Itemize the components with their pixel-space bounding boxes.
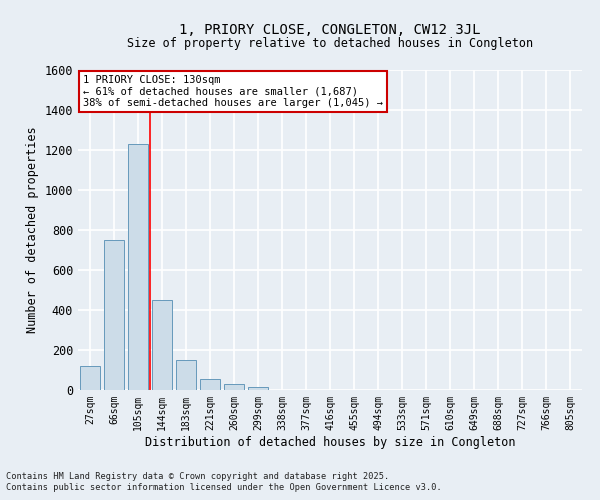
- Text: Contains public sector information licensed under the Open Government Licence v3: Contains public sector information licen…: [6, 484, 442, 492]
- Text: Size of property relative to detached houses in Congleton: Size of property relative to detached ho…: [127, 38, 533, 51]
- X-axis label: Distribution of detached houses by size in Congleton: Distribution of detached houses by size …: [145, 436, 515, 448]
- Bar: [152, 300, 172, 390]
- Y-axis label: Number of detached properties: Number of detached properties: [26, 126, 39, 334]
- Text: 1, PRIORY CLOSE, CONGLETON, CW12 3JL: 1, PRIORY CLOSE, CONGLETON, CW12 3JL: [179, 22, 481, 36]
- Bar: [80, 366, 100, 390]
- Bar: [248, 387, 268, 390]
- Text: 1 PRIORY CLOSE: 130sqm
← 61% of detached houses are smaller (1,687)
38% of semi-: 1 PRIORY CLOSE: 130sqm ← 61% of detached…: [83, 75, 383, 108]
- Bar: [128, 144, 148, 390]
- Bar: [200, 379, 220, 390]
- Bar: [104, 240, 124, 390]
- Bar: [224, 384, 244, 390]
- Bar: [176, 360, 196, 390]
- Text: Contains HM Land Registry data © Crown copyright and database right 2025.: Contains HM Land Registry data © Crown c…: [6, 472, 389, 481]
